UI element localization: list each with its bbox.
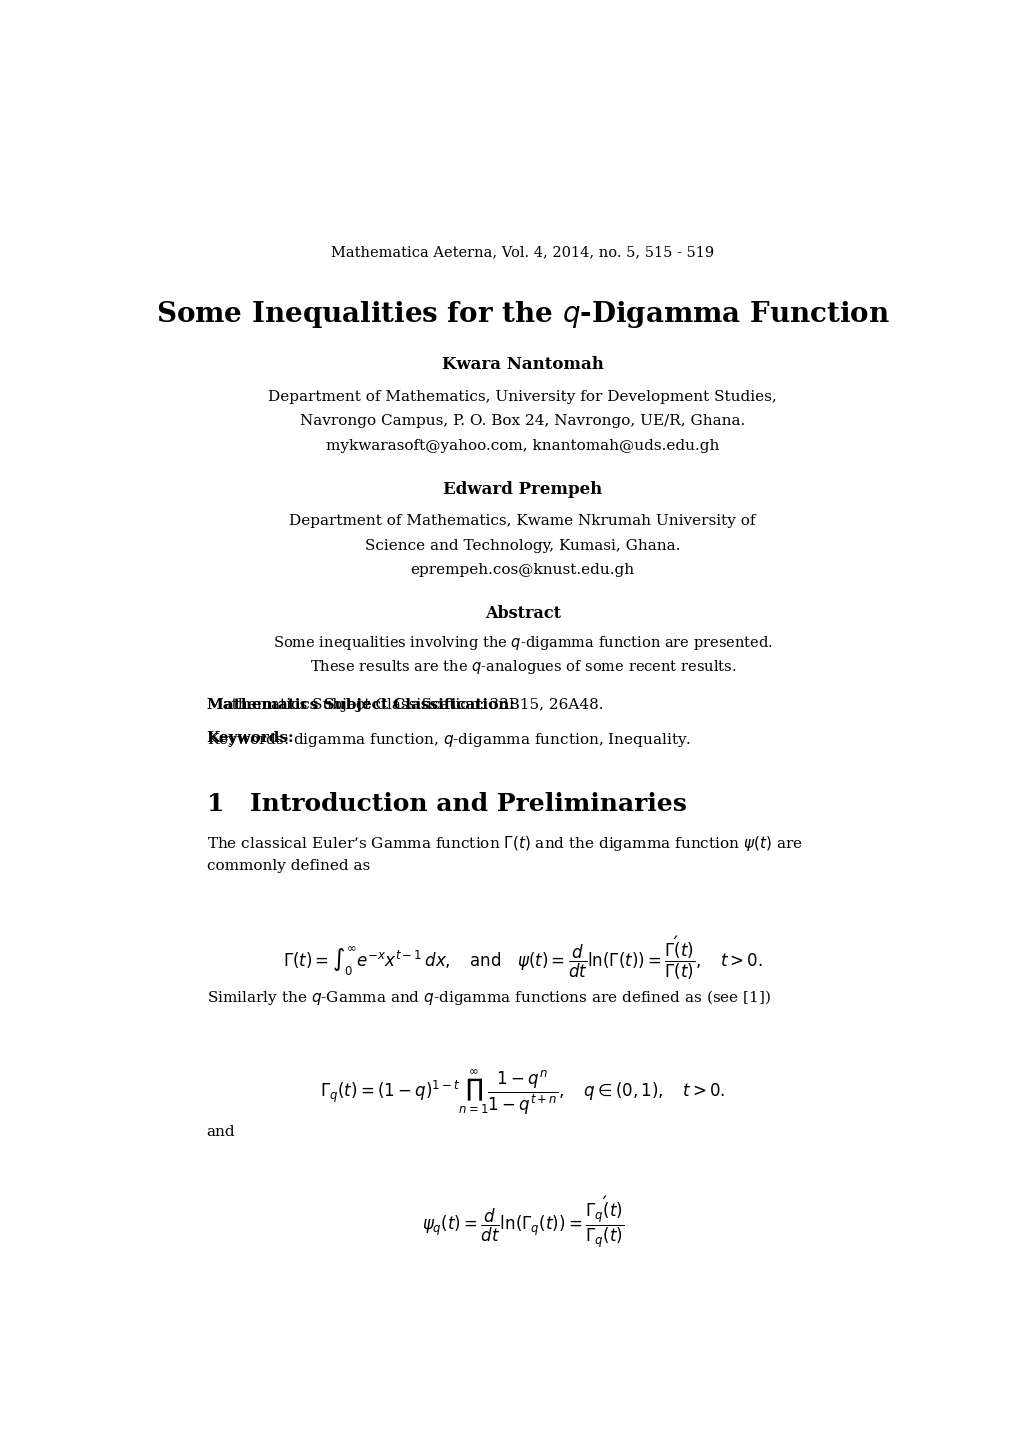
Text: Mathematica Aeterna, Vol. 4, 2014, no. 5, 515 - 519: Mathematica Aeterna, Vol. 4, 2014, no. 5… xyxy=(331,245,713,260)
Text: Edward Prempeh: Edward Prempeh xyxy=(442,481,602,498)
Text: Similarly the $q$-Gamma and $q$-digamma functions are defined as (see [1]): Similarly the $q$-Gamma and $q$-digamma … xyxy=(206,987,770,1007)
Text: $\Gamma_q(t) = (1-q)^{1-t} \prod_{n=1}^{\infty} \dfrac{1-q^n}{1-q^{t+n}},\quad q: $\Gamma_q(t) = (1-q)^{1-t} \prod_{n=1}^{… xyxy=(320,1068,725,1117)
Text: mykwarasoft@yahoo.com, knantomah@uds.edu.gh: mykwarasoft@yahoo.com, knantomah@uds.edu… xyxy=(326,439,718,453)
Text: Keywords: digamma function, $q$-digamma function, Inequality.: Keywords: digamma function, $q$-digamma … xyxy=(206,732,690,749)
Text: These results are the $q$-analogues of some recent results.: These results are the $q$-analogues of s… xyxy=(310,658,735,675)
Text: Abstract: Abstract xyxy=(484,606,560,622)
Text: Some Inequalities for the $q$-Digamma Function: Some Inequalities for the $q$-Digamma Fu… xyxy=(156,299,889,329)
Text: Navrongo Campus, P. O. Box 24, Navrongo, UE/R, Ghana.: Navrongo Campus, P. O. Box 24, Navrongo,… xyxy=(300,414,745,429)
Text: Department of Mathematics, University for Development Studies,: Department of Mathematics, University fo… xyxy=(268,390,776,404)
Text: Kwara Nantomah: Kwara Nantomah xyxy=(441,356,603,374)
Text: $\Gamma(t) = \int_0^{\infty} e^{-x} x^{t-1}\, dx,$$\quad \mathrm{and} \quad \psi: $\Gamma(t) = \int_0^{\infty} e^{-x} x^{t… xyxy=(282,934,762,983)
Text: Mathematics Subject Classification: 33B15, 26A48.: Mathematics Subject Classification: 33B1… xyxy=(206,697,602,711)
Text: Department of Mathematics, Kwame Nkrumah University of: Department of Mathematics, Kwame Nkrumah… xyxy=(289,514,755,528)
Text: Introduction and Preliminaries: Introduction and Preliminaries xyxy=(250,792,686,817)
Text: Science and Technology, Kumasi, Ghana.: Science and Technology, Kumasi, Ghana. xyxy=(365,538,680,553)
Text: Mathematics Subject Classification:: Mathematics Subject Classification: xyxy=(206,697,514,711)
Text: eprempeh.cos@knust.edu.gh: eprempeh.cos@knust.edu.gh xyxy=(411,563,634,577)
Text: Keywords:: Keywords: xyxy=(206,732,293,745)
Text: The classical Euler’s Gamma function $\Gamma(t)$ and the digamma function $\psi(: The classical Euler’s Gamma function $\G… xyxy=(206,834,802,853)
Text: commonly defined as: commonly defined as xyxy=(206,859,370,873)
Text: and: and xyxy=(206,1126,235,1140)
Text: $\psi_q(t) = \dfrac{d}{dt} \ln(\Gamma_q(t)) = \dfrac{\Gamma_q\'(t)}{\Gamma_q(t)}: $\psi_q(t) = \dfrac{d}{dt} \ln(\Gamma_q(… xyxy=(421,1195,624,1250)
Text: 1: 1 xyxy=(206,792,224,817)
Text: Some inequalities involving the $q$-digamma function are presented.: Some inequalities involving the $q$-diga… xyxy=(272,635,772,652)
